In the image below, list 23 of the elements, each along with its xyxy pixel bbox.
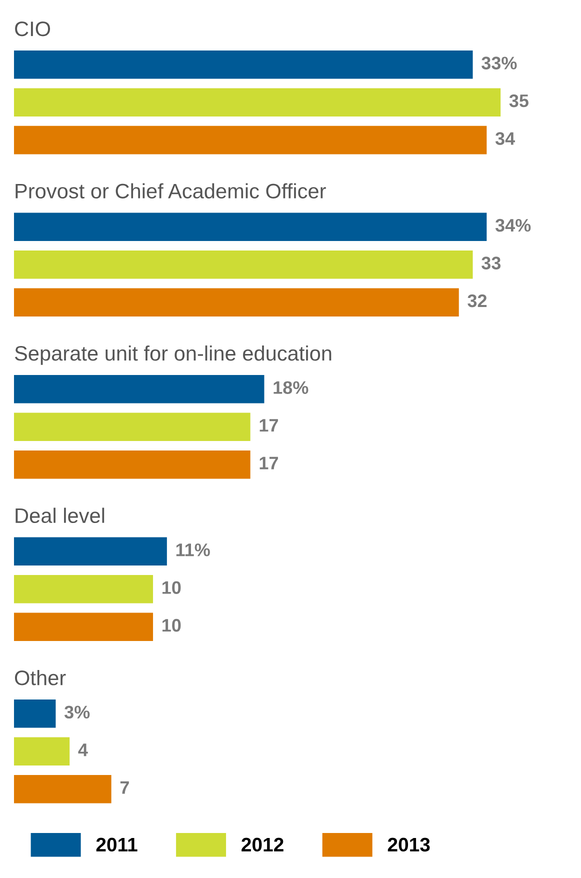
data-label: 33% bbox=[482, 56, 517, 70]
y-tick-label: Provost or Chief Academic Officer bbox=[16, 183, 326, 198]
legend-label: 2011 bbox=[96, 838, 138, 852]
data-label: 34 bbox=[495, 132, 515, 145]
legend-label: 2013 bbox=[388, 838, 430, 852]
y-tick-label: Separate unit for on-line education bbox=[14, 345, 332, 365]
data-label: 32 bbox=[468, 294, 487, 308]
data-label: 17 bbox=[260, 456, 278, 470]
y-tick-label: CIO bbox=[15, 21, 50, 36]
data-label: 11% bbox=[176, 544, 210, 556]
data-label: 34% bbox=[495, 218, 531, 232]
data-label: 17 bbox=[260, 419, 278, 432]
data-label: 3% bbox=[64, 706, 90, 719]
y-tick-label: Deal level bbox=[16, 508, 104, 524]
data-label: 7 bbox=[120, 781, 129, 794]
data-label: 4 bbox=[78, 744, 88, 756]
legend-label: 2012 bbox=[242, 838, 284, 852]
data-label: 10 bbox=[162, 618, 181, 632]
data-label: 10 bbox=[162, 581, 181, 594]
data-label: 35 bbox=[509, 94, 528, 108]
data-label: 33 bbox=[482, 256, 501, 270]
data-label: 18% bbox=[274, 381, 308, 394]
y-tick-label: Other bbox=[14, 670, 66, 686]
